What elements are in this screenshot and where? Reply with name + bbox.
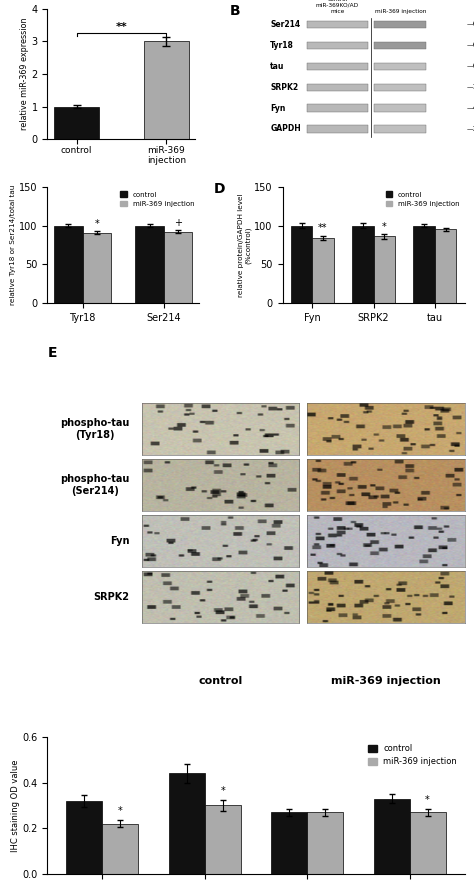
Bar: [55, 225, 82, 304]
Bar: [374, 104, 427, 111]
Bar: [144, 42, 189, 140]
Bar: [374, 237, 395, 304]
Y-axis label: relative protein/GAPDH level
(%control): relative protein/GAPDH level (%control): [238, 193, 252, 297]
Text: tau: tau: [270, 62, 284, 71]
Bar: [312, 238, 334, 304]
Text: phospho-tau
(Ser214): phospho-tau (Ser214): [60, 474, 129, 496]
Bar: [307, 21, 368, 28]
Text: control: control: [199, 676, 243, 686]
Bar: [410, 812, 446, 874]
Bar: [136, 225, 164, 304]
Bar: [374, 63, 427, 70]
Text: Tyr18: Tyr18: [270, 41, 294, 49]
Y-axis label: IHC staining OD value: IHC staining OD value: [10, 759, 19, 852]
Text: —63KD: —63KD: [466, 64, 474, 69]
Text: —125KD: —125KD: [466, 84, 474, 90]
Text: D: D: [213, 182, 225, 196]
Bar: [271, 812, 307, 874]
Bar: [102, 824, 138, 874]
Bar: [374, 798, 410, 874]
Legend: control, miR-369 injection: control, miR-369 injection: [384, 190, 461, 208]
Text: SRPK2: SRPK2: [93, 592, 129, 602]
Bar: [413, 225, 435, 304]
Y-axis label: relative Tyr18 or Ser214/total tau: relative Tyr18 or Ser214/total tau: [10, 185, 17, 306]
Bar: [374, 42, 427, 49]
Text: SRPK2: SRPK2: [270, 83, 298, 92]
Legend: control, miR-369 injection: control, miR-369 injection: [118, 190, 196, 208]
Bar: [307, 812, 343, 874]
Text: *: *: [425, 795, 430, 804]
Text: —63KD: —63KD: [466, 21, 474, 27]
Bar: [307, 84, 368, 91]
Text: **: **: [116, 22, 128, 32]
Text: —63KD: —63KD: [466, 42, 474, 49]
Text: Fyn: Fyn: [270, 103, 285, 112]
Bar: [164, 231, 192, 304]
Text: control
miR-369KO/AD
mice: control miR-369KO/AD mice: [316, 0, 359, 14]
Bar: [307, 42, 368, 49]
Bar: [82, 232, 111, 304]
Bar: [435, 230, 456, 304]
Bar: [374, 21, 427, 28]
Text: B: B: [230, 4, 240, 18]
Bar: [66, 801, 102, 874]
Text: miR-369 injection: miR-369 injection: [374, 9, 426, 14]
Bar: [54, 107, 99, 140]
Bar: [291, 225, 312, 304]
Text: *: *: [220, 786, 225, 796]
Y-axis label: relative miR-369 expression: relative miR-369 expression: [19, 18, 28, 131]
Bar: [307, 104, 368, 111]
Text: +: +: [174, 218, 182, 228]
Text: *: *: [382, 222, 387, 231]
Text: miR-369 injection: miR-369 injection: [331, 676, 441, 686]
Bar: [352, 225, 374, 304]
Text: GAPDH: GAPDH: [270, 125, 301, 133]
Text: Fyn: Fyn: [110, 536, 129, 547]
Bar: [374, 84, 427, 91]
Text: —48KD: —48KD: [466, 105, 474, 111]
Text: *: *: [94, 219, 99, 229]
Bar: [307, 125, 368, 132]
Text: **: **: [318, 223, 328, 233]
Bar: [169, 774, 205, 874]
Text: Ser214: Ser214: [270, 20, 300, 29]
Text: —35KD: —35KD: [466, 126, 474, 132]
Text: phospho-tau
(Tyr18): phospho-tau (Tyr18): [60, 419, 129, 440]
Bar: [374, 125, 427, 132]
Bar: [205, 805, 241, 874]
Legend: control, miR-369 injection: control, miR-369 injection: [365, 741, 460, 770]
Bar: [307, 63, 368, 70]
Text: *: *: [118, 806, 123, 816]
Text: E: E: [47, 346, 57, 360]
